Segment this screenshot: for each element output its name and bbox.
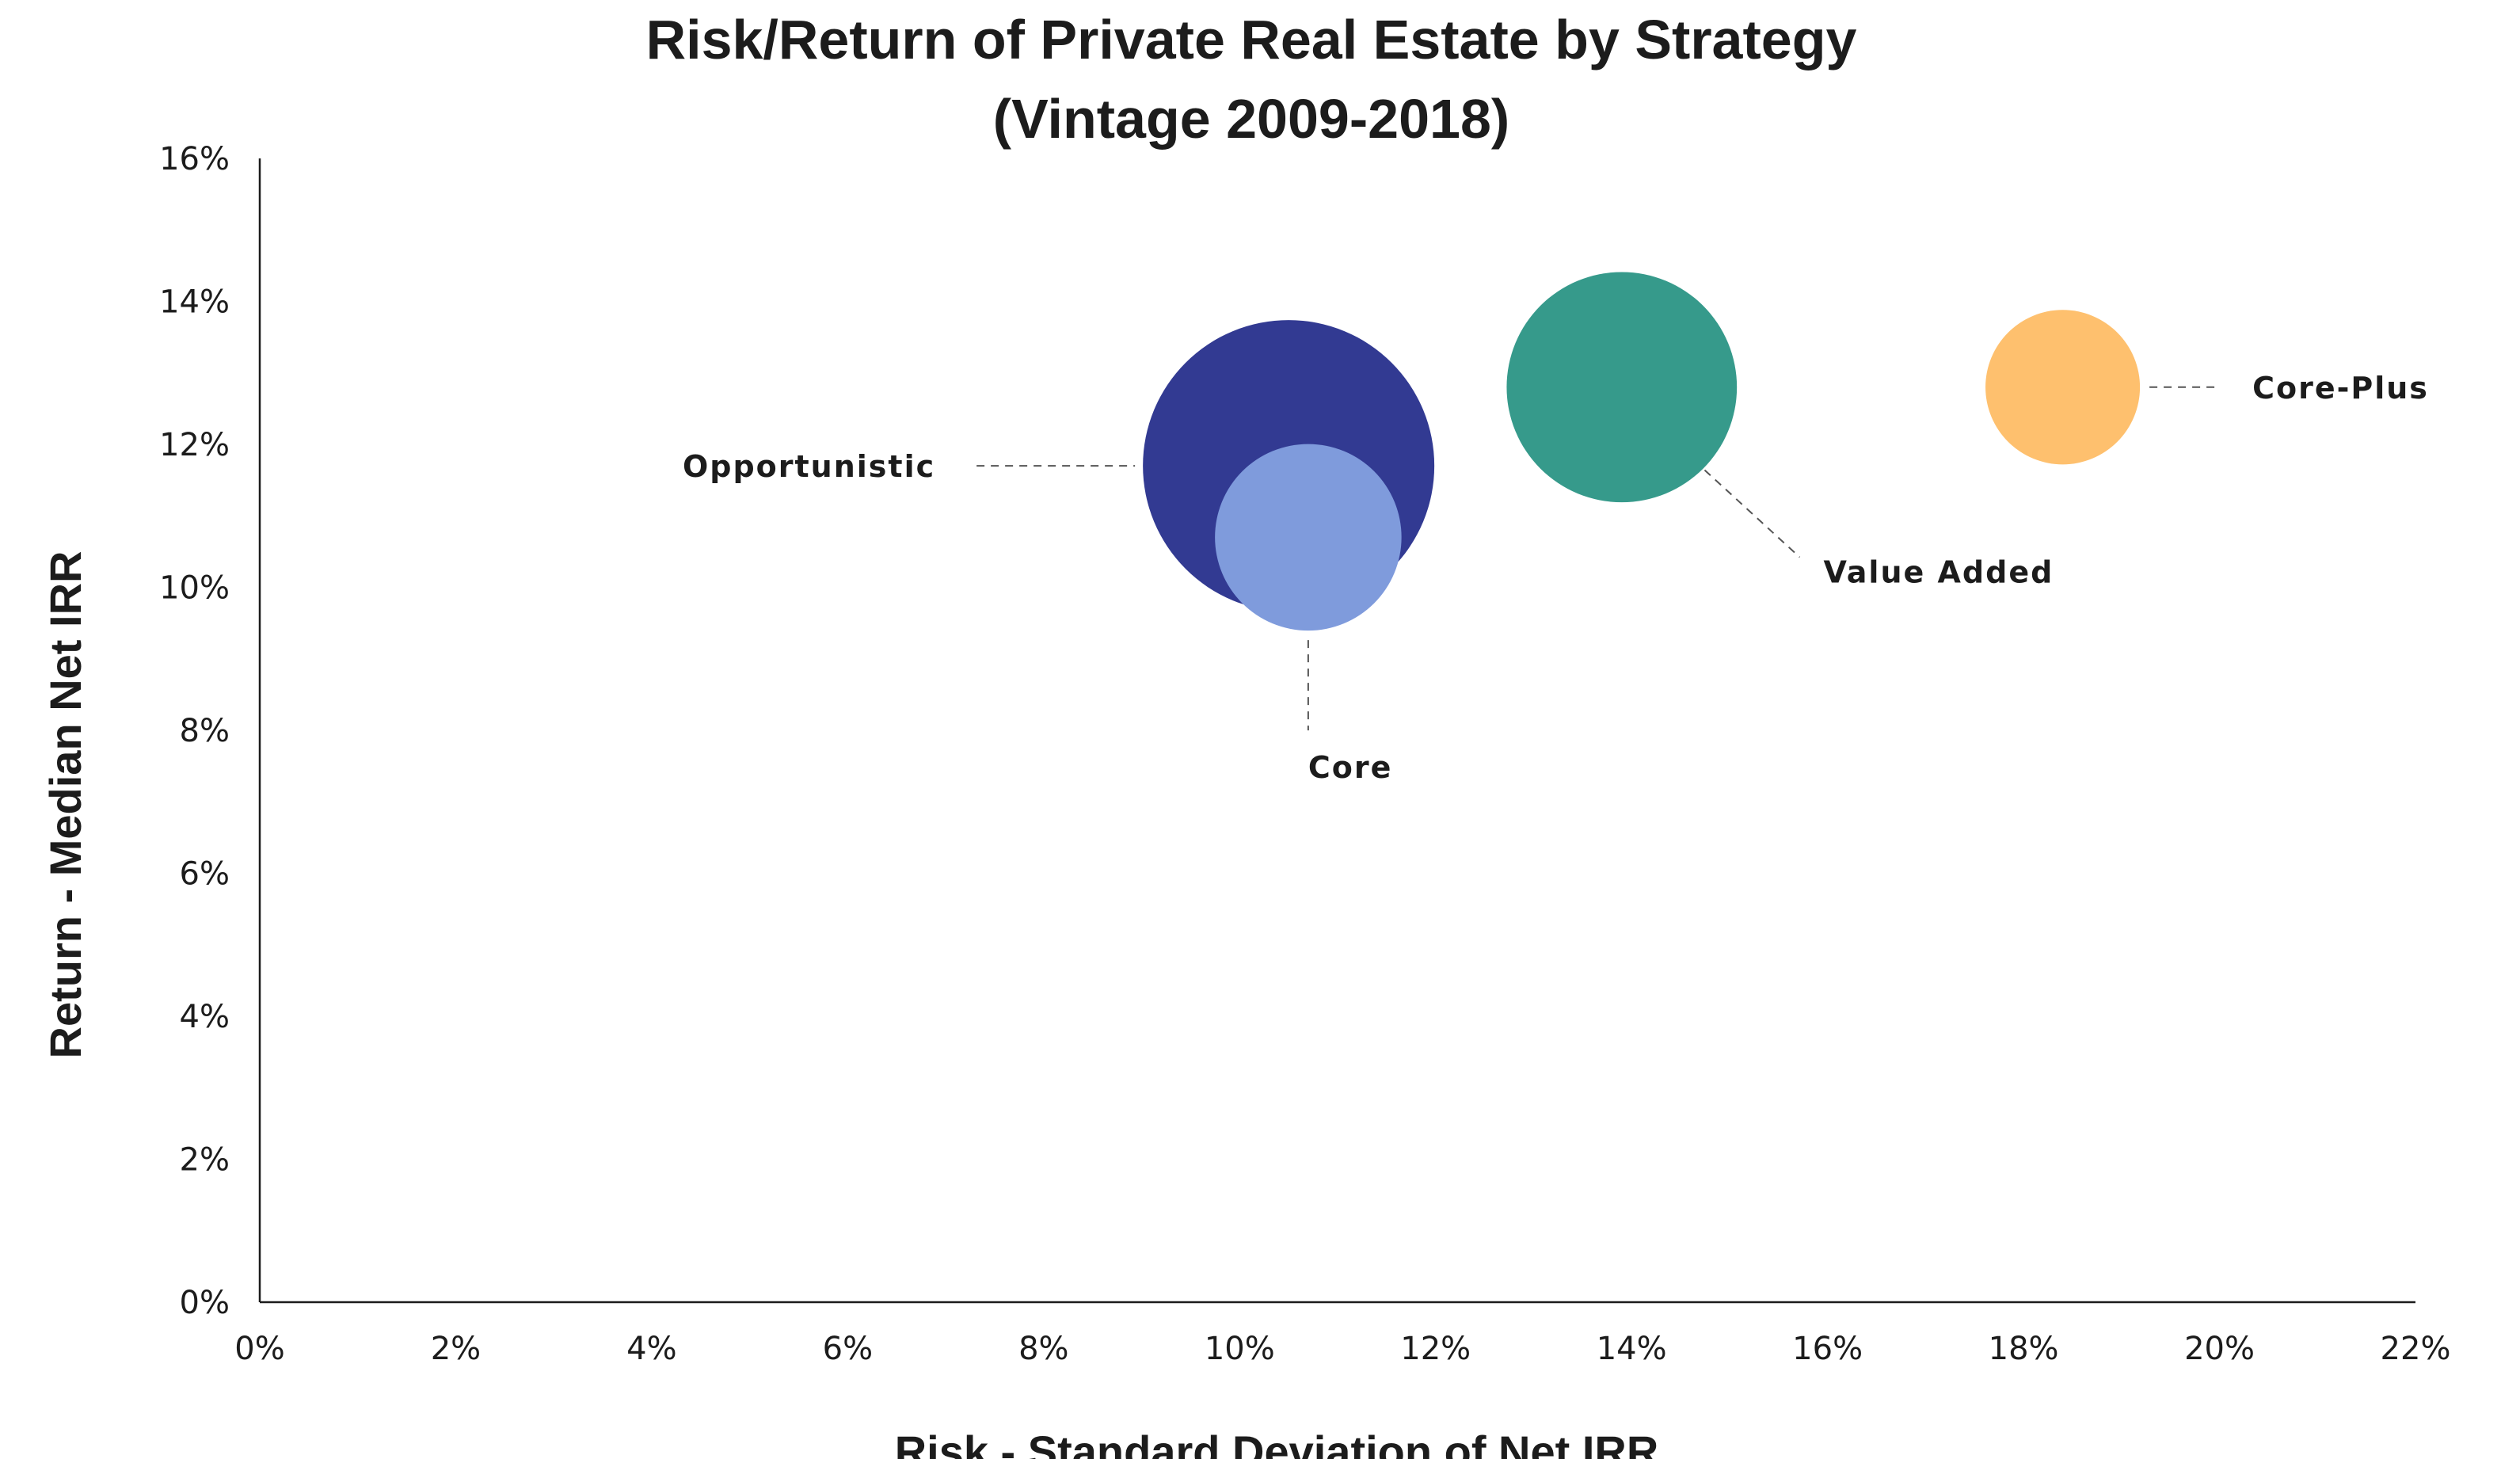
- x-tick-label: 2%: [431, 1331, 481, 1367]
- label-opportunistic: Opportunistic: [683, 449, 935, 484]
- leader-line-value-added: [1703, 469, 1801, 558]
- y-tick-label: 8%: [180, 713, 230, 749]
- x-tick-label: 20%: [2184, 1331, 2255, 1367]
- x-axis-title: Risk - Standard Deviation of Net IRR: [895, 1427, 1659, 1459]
- y-tick-labels: 0% 2% 4% 6% 8% 10% 12% 14% 16%: [159, 141, 230, 1321]
- bubble-labels: Opportunistic Value Added Core-Plus Core: [683, 371, 2429, 785]
- y-tick-label: 6%: [180, 856, 230, 893]
- x-tick-label: 12%: [1400, 1331, 1471, 1367]
- x-tick-label: 10%: [1205, 1331, 1275, 1367]
- x-tick-labels: 0% 2% 4% 6% 8% 10% 12% 14% 16% 18% 20% 22%: [234, 1331, 2450, 1367]
- label-core: Core: [1308, 750, 1393, 785]
- y-tick-label: 16%: [159, 141, 230, 177]
- bubbles: [1143, 272, 2141, 631]
- label-core-plus: Core-Plus: [2252, 371, 2429, 406]
- x-tick-label: 18%: [1989, 1331, 2059, 1367]
- x-tick-label: 4%: [626, 1331, 676, 1367]
- y-axis-title: Return - Median Net IRR: [40, 551, 90, 1059]
- label-value-added: Value Added: [1823, 554, 2054, 589]
- bubble-value-added: [1506, 272, 1738, 503]
- y-tick-label: 14%: [159, 284, 230, 321]
- y-tick-label: 12%: [159, 427, 230, 463]
- x-tick-label: 6%: [823, 1331, 873, 1367]
- x-tick-label: 22%: [2381, 1331, 2451, 1367]
- chart-title-line-2: (Vintage 2009-2018): [993, 88, 1509, 150]
- x-tick-label: 0%: [234, 1331, 284, 1367]
- axes: [258, 158, 2415, 1304]
- bubble-core: [1215, 444, 1402, 631]
- bubble-core-plus: [1985, 310, 2141, 465]
- y-tick-label: 10%: [159, 570, 230, 607]
- x-tick-label: 16%: [1792, 1331, 1863, 1367]
- y-tick-label: 0%: [180, 1285, 230, 1321]
- y-tick-label: 2%: [180, 1142, 230, 1179]
- chart-title-line-1: Risk/Return of Private Real Estate by St…: [646, 9, 1857, 70]
- x-tick-label: 8%: [1018, 1331, 1068, 1367]
- y-tick-label: 4%: [180, 999, 230, 1035]
- x-tick-label: 14%: [1597, 1331, 1667, 1367]
